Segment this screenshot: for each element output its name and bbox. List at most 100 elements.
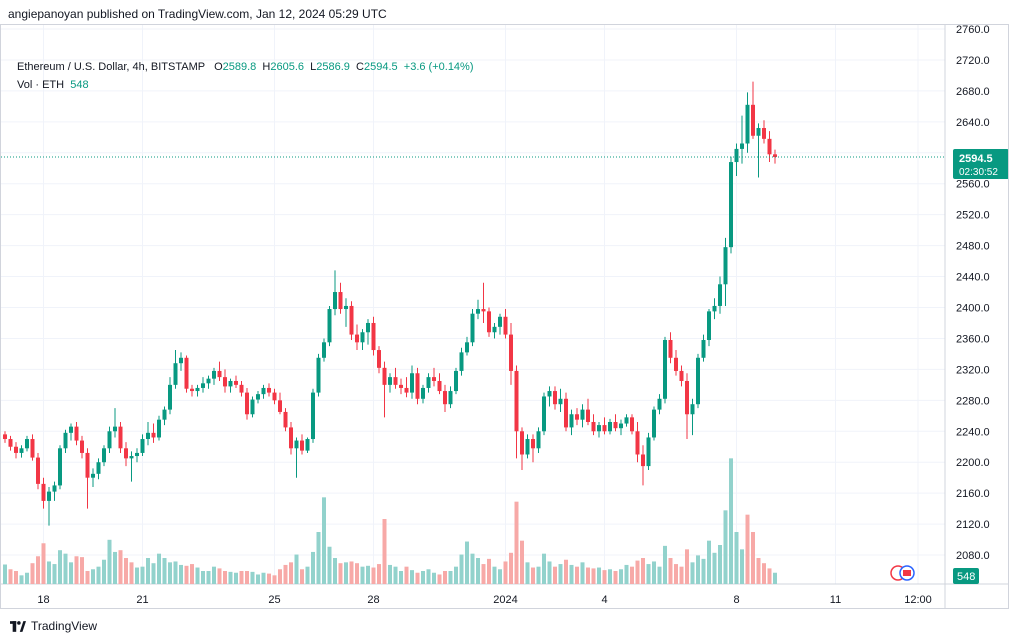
- candle-body: [162, 409, 167, 420]
- candle: [745, 92, 750, 153]
- volume-bar: [8, 569, 13, 584]
- volume-bar: [25, 572, 29, 584]
- candle-body: [454, 370, 458, 392]
- candle-body: [96, 462, 101, 474]
- candle-body: [476, 309, 480, 314]
- candle-body: [767, 138, 772, 155]
- price-chart[interactable]: 2760.02720.02680.02640.02600.02560.02520…: [1, 25, 1008, 608]
- candle: [443, 384, 447, 412]
- candle-body: [531, 439, 535, 449]
- chart-container[interactable]: 2760.02720.02680.02640.02600.02560.02520…: [0, 24, 1009, 609]
- volume-bar: [701, 558, 706, 584]
- candle: [586, 398, 590, 426]
- candle: [619, 419, 623, 436]
- candle: [129, 451, 134, 482]
- symbol-title[interactable]: Ethereum / U.S. Dollar, 4h, BITSTAMP: [17, 61, 205, 73]
- candle-body: [679, 370, 684, 381]
- candle-body: [173, 363, 178, 385]
- candle: [679, 365, 684, 387]
- volume-bar: [459, 554, 464, 584]
- candle-body: [63, 432, 68, 449]
- volume-bar: [652, 561, 656, 584]
- candle: [19, 445, 24, 458]
- volume-bar: [3, 564, 7, 584]
- candle: [520, 427, 524, 470]
- volume-bar: [536, 566, 541, 584]
- volume-bar: [289, 562, 293, 584]
- candle-body: [712, 305, 717, 312]
- candle: [597, 421, 601, 438]
- candle: [762, 120, 766, 144]
- candle-body: [432, 377, 436, 381]
- candle-body: [740, 143, 744, 149]
- candle: [393, 367, 398, 389]
- candle-body: [520, 431, 524, 455]
- candle: [668, 332, 673, 364]
- volume-bar: [470, 553, 475, 584]
- volume-bar: [146, 558, 150, 584]
- candle: [14, 442, 18, 459]
- y-tick-label: 2080.0: [956, 550, 990, 562]
- volume-bar: [195, 567, 200, 584]
- volume-label[interactable]: Vol · ETH: [17, 79, 65, 91]
- candle-body: [58, 448, 62, 486]
- volume-bar: [245, 571, 249, 584]
- candle: [492, 322, 497, 339]
- volume-bar: [426, 569, 431, 584]
- candle: [179, 352, 183, 371]
- candle-body: [718, 284, 722, 306]
- volume-bar: [371, 567, 376, 584]
- candle-body: [91, 473, 95, 478]
- candle: [558, 388, 563, 412]
- volume-bar: [113, 551, 117, 584]
- candle: [344, 298, 348, 327]
- volume-bar: [399, 571, 403, 584]
- candle-body: [399, 384, 403, 388]
- volume-bar: [91, 569, 95, 584]
- candle: [85, 448, 90, 509]
- candle: [47, 486, 51, 526]
- candle: [685, 373, 689, 440]
- candle: [162, 406, 167, 426]
- y-tick-label: 2360.0: [956, 333, 990, 345]
- x-tick-label: 8: [733, 594, 739, 606]
- candle-body: [168, 384, 172, 410]
- y-tick-label: 2560.0: [956, 179, 990, 191]
- candle: [256, 391, 260, 404]
- volume-bar: [47, 561, 51, 584]
- candle: [157, 415, 161, 441]
- volume-bar: [256, 574, 260, 584]
- candle-body: [74, 426, 79, 441]
- volume-bar: [80, 557, 84, 584]
- legend-main-row: Ethereum / U.S. Dollar, 4h, BITSTAMP O25…: [17, 58, 474, 76]
- volume-bar: [118, 550, 123, 584]
- candle: [525, 434, 530, 459]
- candle: [641, 445, 645, 486]
- candle: [410, 365, 414, 399]
- candle-body: [124, 448, 128, 459]
- candle-body: [569, 414, 574, 428]
- candle: [338, 282, 343, 314]
- candle: [635, 421, 640, 463]
- y-tick-label: 2480.0: [956, 241, 990, 253]
- price-tag-countdown: 02:30:52: [959, 167, 998, 178]
- candle: [173, 350, 178, 389]
- candle-body: [514, 370, 519, 432]
- candle-body: [179, 357, 183, 364]
- volume-bar: [663, 545, 667, 584]
- volume-bar: [19, 575, 24, 584]
- y-tick-label: 2440.0: [956, 272, 990, 284]
- candle-body: [498, 316, 502, 327]
- candle: [509, 322, 513, 385]
- volume-bar: [388, 564, 392, 584]
- candle: [228, 378, 233, 393]
- candle-body: [283, 411, 288, 428]
- candle-body: [371, 322, 376, 351]
- volume-bar: [520, 540, 524, 584]
- candle: [740, 115, 744, 164]
- volume-bar: [613, 571, 618, 584]
- candle: [294, 437, 299, 478]
- volume-series: [3, 458, 777, 584]
- footer-brand[interactable]: TradingView: [31, 619, 98, 633]
- candle: [646, 432, 651, 470]
